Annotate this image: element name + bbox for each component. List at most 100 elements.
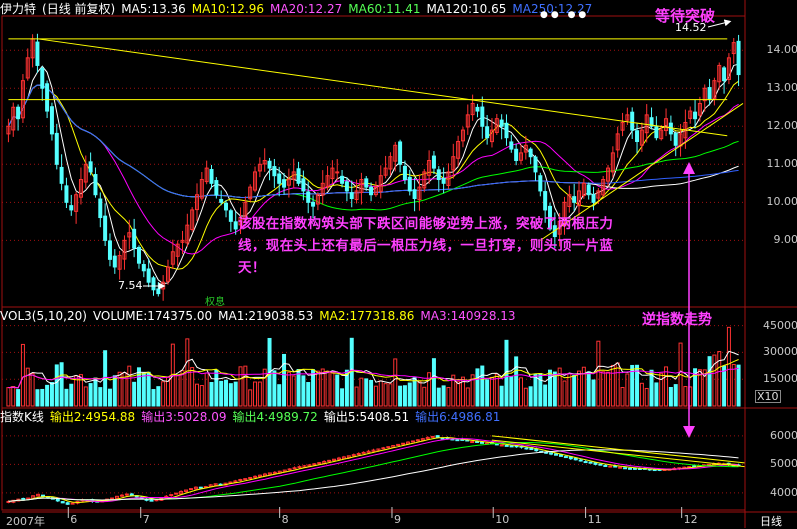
candle-body [451,156,456,171]
resistance-lines [8,38,744,241]
candle-body [282,179,287,188]
volume-bar [195,383,200,407]
volume-bar [446,387,451,407]
month-label: 8 [281,513,289,526]
volume-ma-lines [8,350,739,389]
candle-body [199,179,204,199]
volume-bar [156,386,161,407]
index-candle-body [292,467,297,470]
volume-bar [644,387,649,407]
candle-body [610,152,615,173]
volume-bar [233,381,238,407]
index-candle-body [480,441,485,444]
index-candle-body [613,465,618,468]
candle-body [132,228,137,249]
volume-bar [475,368,480,407]
index-ma5-line [8,437,739,504]
index-candle-body [40,494,45,497]
volume-bar [146,371,151,407]
volume-bar [702,369,707,407]
volume-bar [393,358,398,407]
volume-bar [117,371,122,407]
index-candle-body [65,502,70,505]
volume-ma10-line [8,359,739,389]
index-candle-body [188,488,193,491]
candle-body [306,191,311,203]
vol-title: VOL3(5,10,20) [0,309,87,323]
breakout-label: 等待突破 [655,7,716,25]
candle-body [190,209,195,231]
index-candle-body [554,453,559,456]
candle-body [499,119,504,127]
index-candle-body [356,453,361,456]
volume-bar [359,377,364,407]
candle-body [257,163,262,172]
candle-body [635,130,640,142]
vol-value: VOLUME:174375.00 [92,309,213,323]
volume-bar [98,387,103,407]
index-out4: 输出4:4989.72 [232,410,318,424]
index-candle-body [371,449,376,452]
index-title: 指数K线 [0,410,44,424]
volume-bar [30,373,35,407]
volume-bar [214,369,219,407]
volume-ma5-line [8,350,739,389]
volume-bar [325,370,330,407]
candle-body [572,196,577,203]
volume-bar [35,389,40,407]
candle-body [364,178,369,188]
candle-body [722,67,727,82]
candle-body [69,205,74,211]
candle-body [736,40,741,76]
index-candle-body [193,486,198,490]
candle-body [359,179,364,193]
vol-ma3: MA3:140928.13 [420,309,516,323]
month-label: 12 [683,513,698,526]
candle-body [11,106,16,131]
candle-body [209,168,214,184]
candle-body [103,215,108,241]
index-candle-body [549,452,554,455]
candle-body [398,141,403,165]
volume-bar [581,366,586,407]
candle-body [470,102,475,116]
candle-body [175,243,180,257]
volume-bar [712,354,717,407]
volume-bar [577,370,582,407]
candle-body [460,129,465,142]
candle-body [354,190,359,201]
candle-body [625,114,630,121]
index-ma10-line [8,438,739,503]
volume-bar [639,382,644,407]
volume-bar [654,382,659,407]
candle-body [673,132,678,146]
candle-body [697,102,702,116]
index-candle-body [110,497,115,500]
index-candle-body [410,440,415,443]
index-candle-body [253,475,258,478]
volume-bar [161,381,166,407]
ma250-label: MA250:12.27 [512,2,593,16]
candle-body [601,179,606,196]
index-candle-body [558,454,563,457]
index-candle-body [351,454,356,457]
volume-bar [248,389,253,407]
candle-body [373,186,378,196]
volume-bar [731,363,736,407]
candle-body [16,106,21,120]
volume-bar [567,372,572,407]
volume-bar [59,362,64,407]
volume-bar [112,375,117,407]
index-candle-body [603,464,608,467]
candle-body [248,186,253,200]
ma60-line [7,84,739,211]
volume-bar [533,373,538,407]
volume-bar [175,374,180,407]
volume-bar [518,377,523,407]
candle-body [98,198,103,219]
ma5-line [7,63,739,285]
volume-bar [460,376,465,407]
index-candle-body [154,499,159,502]
support-line [540,103,744,241]
candle-body [446,171,451,186]
